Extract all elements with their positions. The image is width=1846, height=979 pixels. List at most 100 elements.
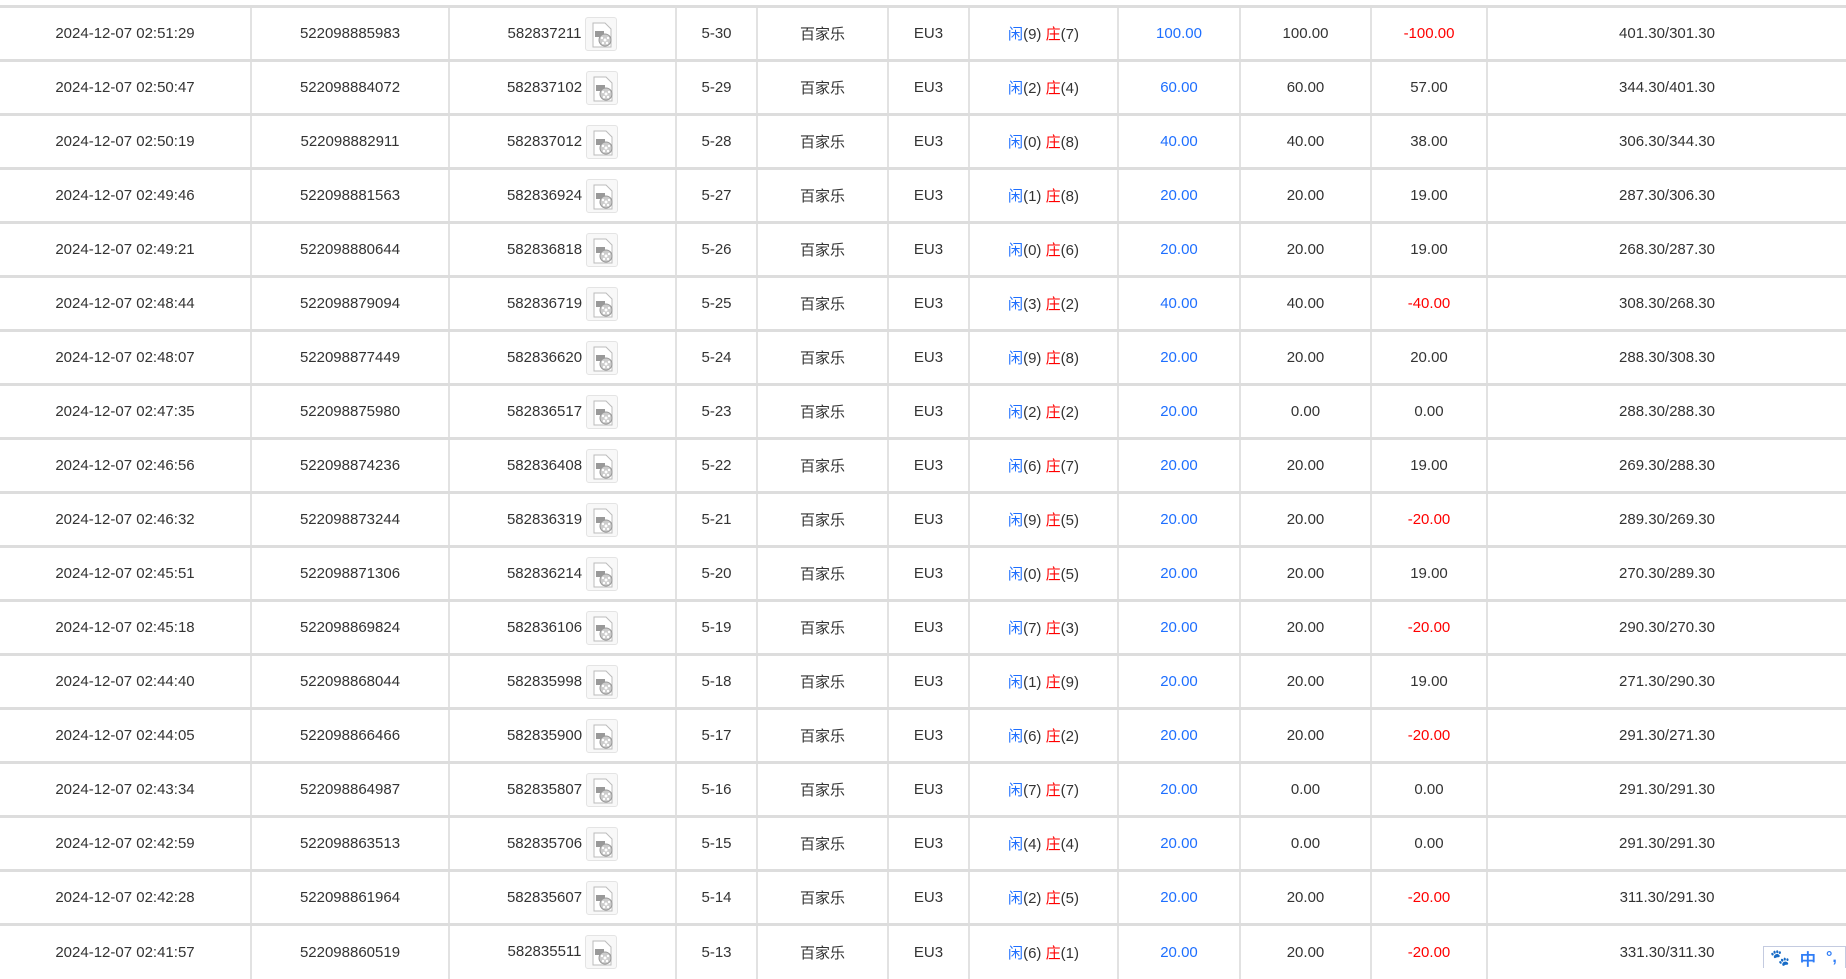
player-label: 闲 [1008, 620, 1024, 637]
video-replay-icon[interactable] [586, 124, 619, 159]
shoe-number: 5-20 [676, 545, 758, 601]
valid-bet: 20.00 [1240, 599, 1372, 655]
result-cell: 闲(6) 庄(1) [969, 923, 1119, 979]
bet-time: 2024-12-07 02:47:35 [0, 383, 252, 439]
bet-time: 2024-12-07 02:49:46 [0, 167, 252, 223]
video-replay-icon[interactable] [586, 556, 619, 591]
balance-change: 268.30/287.30 [1487, 221, 1846, 277]
banker-label: 庄 [1045, 134, 1061, 151]
ime-punct[interactable]: °, [1825, 948, 1837, 966]
order-number: 522098885983 [251, 5, 450, 61]
player-label: 闲 [1008, 944, 1024, 962]
video-replay-icon[interactable] [586, 880, 619, 915]
shoe-number: 5-16 [676, 761, 758, 817]
result-cell: 闲(2) 庄(4) [969, 59, 1119, 115]
bet-time: 2024-12-07 02:50:47 [0, 59, 252, 115]
table-name: EU3 [888, 869, 970, 925]
video-replay-icon[interactable] [586, 664, 619, 699]
table-row: 2024-12-07 02:46:32 522098873244 582836319… [0, 491, 1846, 547]
bet-time: 2024-12-07 02:48:07 [0, 329, 252, 385]
valid-bet: 20.00 [1240, 869, 1372, 925]
game-type: 百家乐 [757, 5, 889, 61]
round-cell: 582835900 [449, 707, 677, 763]
shoe-number: 5-13 [676, 923, 758, 979]
balance-change: 290.30/270.30 [1487, 599, 1846, 655]
video-replay-icon[interactable] [586, 232, 619, 267]
result-cell: 闲(0) 庄(6) [969, 221, 1119, 277]
order-number: 522098861964 [251, 869, 450, 925]
ime-mode[interactable]: 中 [1799, 951, 1816, 969]
result-cell: 闲(0) 庄(5) [969, 545, 1119, 601]
player-score: 0 [1028, 566, 1037, 583]
game-type: 百家乐 [757, 437, 889, 493]
paw-icon[interactable]: 🐾 [1770, 949, 1790, 967]
valid-bet: 20.00 [1240, 329, 1372, 385]
bet-amount: 20.00 [1118, 491, 1241, 547]
result-cell: 闲(9) 庄(5) [969, 491, 1119, 547]
round-cell: 582836620 [449, 329, 677, 385]
video-replay-icon[interactable] [585, 935, 618, 970]
order-number: 522098871306 [251, 545, 450, 601]
order-number: 522098875980 [251, 383, 450, 439]
round-number: 582836408 [506, 456, 583, 474]
video-replay-icon[interactable] [586, 394, 619, 429]
bet-amount: 40.00 [1118, 275, 1241, 331]
video-replay-icon[interactable] [586, 772, 619, 807]
table-row: 2024-12-07 02:48:07 522098877449 582836620… [0, 329, 1846, 385]
video-replay-icon[interactable] [586, 610, 619, 645]
order-number: 522098873244 [251, 491, 450, 547]
valid-bet: 20.00 [1240, 923, 1372, 979]
player-label: 闲 [1008, 512, 1024, 529]
banker-score: 6 [1065, 242, 1074, 259]
bet-amount: 60.00 [1118, 59, 1241, 115]
video-replay-icon[interactable] [586, 448, 619, 483]
banker-score: 5 [1065, 890, 1074, 907]
balance-change: 344.30/401.30 [1487, 59, 1846, 115]
player-score: 0 [1028, 242, 1037, 259]
video-replay-icon[interactable] [586, 826, 619, 861]
round-number: 582835807 [506, 780, 583, 798]
bet-amount: 20.00 [1118, 761, 1241, 817]
round-number: 582837211 [507, 24, 582, 42]
valid-bet: 0.00 [1240, 815, 1372, 871]
video-replay-icon[interactable] [586, 286, 619, 321]
video-replay-icon[interactable] [585, 16, 618, 51]
balance-change: 269.30/288.30 [1487, 437, 1846, 493]
win-loss: 19.00 [1371, 167, 1488, 223]
bet-time: 2024-12-07 02:43:34 [0, 761, 252, 817]
table-row: 2024-12-07 02:47:35 522098875980 582836517… [0, 383, 1846, 439]
bet-time: 2024-12-07 02:45:51 [0, 545, 252, 601]
balance-change: 308.30/268.30 [1487, 275, 1846, 331]
video-replay-icon[interactable] [586, 178, 619, 213]
video-replay-icon[interactable] [586, 718, 619, 753]
round-cell: 582835607 [449, 869, 677, 925]
ime-toolbar[interactable]: 🐾 中 °, [1763, 946, 1846, 969]
banker-label: 庄 [1045, 674, 1061, 691]
player-score: 7 [1028, 620, 1037, 637]
banker-score: 3 [1065, 620, 1074, 637]
table-row: 2024-12-07 02:45:51 522098871306 582836214… [0, 545, 1846, 601]
game-type: 百家乐 [757, 923, 889, 979]
valid-bet: 0.00 [1240, 761, 1372, 817]
bet-time: 2024-12-07 02:46:32 [0, 491, 252, 547]
banker-score: 7 [1065, 458, 1074, 475]
round-cell: 582835511 [449, 923, 677, 979]
order-number: 522098860519 [251, 923, 450, 979]
player-label: 闲 [1008, 188, 1024, 205]
video-replay-icon[interactable] [586, 502, 619, 537]
player-label: 闲 [1008, 782, 1024, 799]
bet-time: 2024-12-07 02:45:18 [0, 599, 252, 655]
result-cell: 闲(3) 庄(2) [969, 275, 1119, 331]
order-number: 522098877449 [251, 329, 450, 385]
player-score: 9 [1028, 350, 1037, 367]
win-loss: 0.00 [1371, 815, 1488, 871]
banker-label: 庄 [1045, 188, 1061, 205]
video-replay-icon[interactable] [586, 340, 619, 375]
result-cell: 闲(9) 庄(7) [969, 5, 1119, 61]
player-label: 闲 [1008, 404, 1024, 421]
balance-change: 306.30/344.30 [1487, 113, 1846, 169]
result-cell: 闲(6) 庄(7) [969, 437, 1119, 493]
video-replay-icon[interactable] [586, 70, 619, 105]
valid-bet: 20.00 [1240, 491, 1372, 547]
player-label: 闲 [1008, 458, 1024, 475]
